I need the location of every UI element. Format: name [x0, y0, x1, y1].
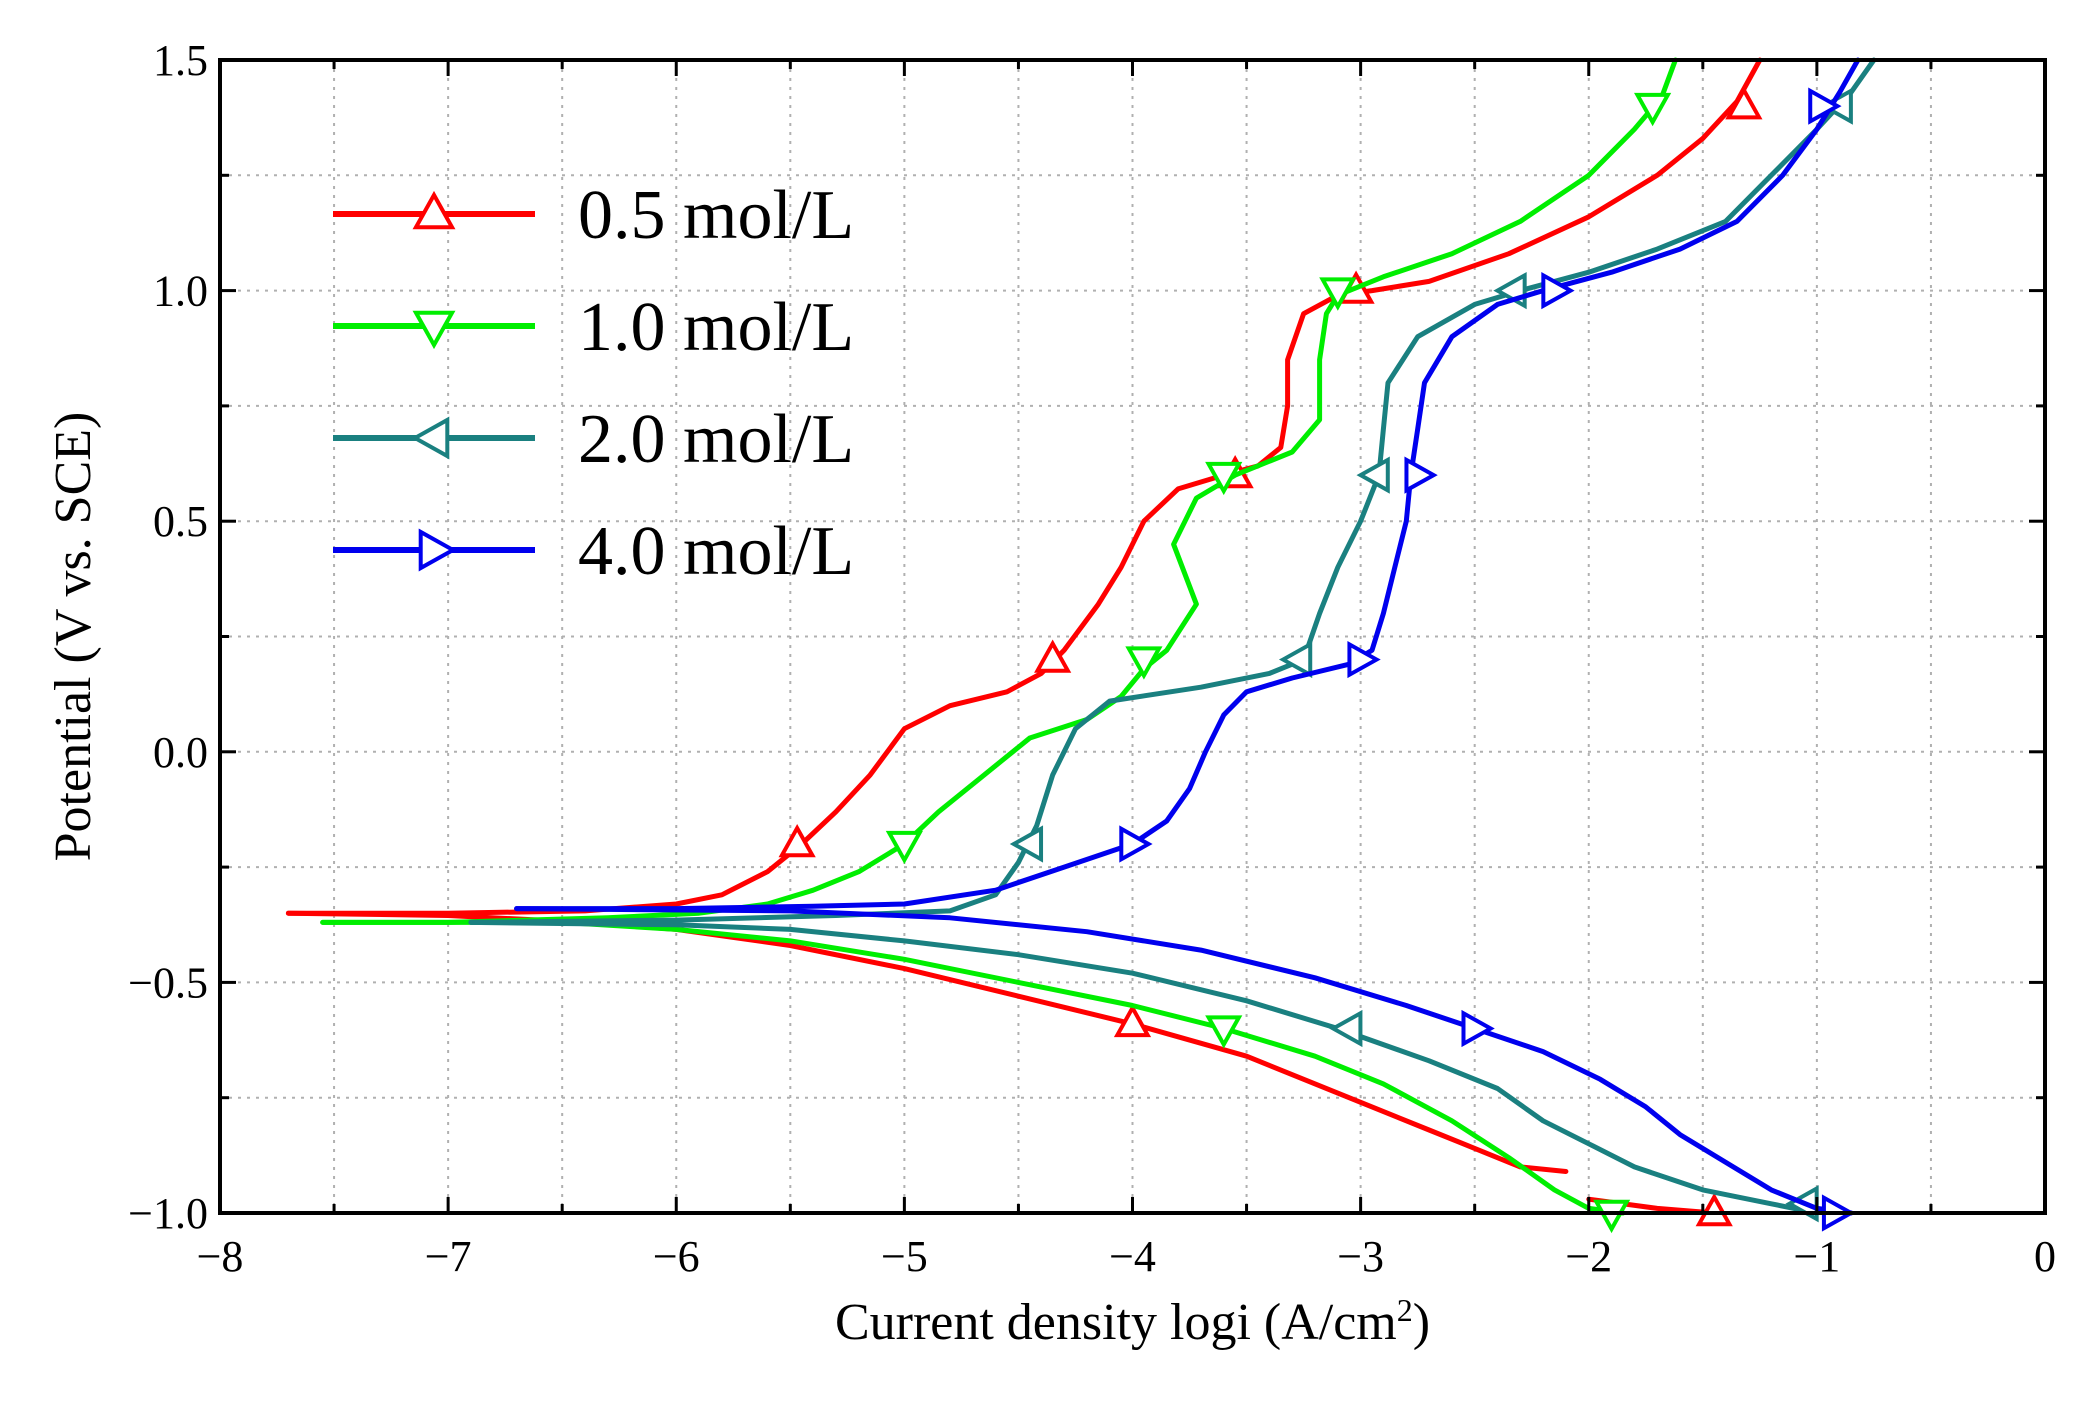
x-tick-label: −7	[425, 1232, 472, 1281]
x-axis-title-end: )	[1413, 1294, 1430, 1351]
series-line-anodic	[514, 57, 1861, 912]
series-line-anodic	[320, 57, 1678, 925]
series-marker	[1347, 640, 1381, 679]
series-layer	[285, 57, 1877, 1234]
series-marker	[1205, 461, 1243, 496]
legend-label: 0.5 mol/L	[578, 177, 854, 254]
series-marker	[1725, 86, 1763, 120]
series-marker	[1461, 1009, 1495, 1048]
legend: 0.5 mol/L 1.0 mol/L 2.0 mol/L 4.0 mol/L	[333, 177, 854, 590]
x-tick-label: −3	[1337, 1232, 1384, 1281]
series-marker	[885, 830, 923, 865]
series-marker	[778, 823, 816, 858]
series-marker	[1541, 271, 1575, 310]
series-line-cathodic	[468, 919, 1820, 1216]
series-marker	[1205, 1015, 1243, 1049]
x-tick-label: 0	[2034, 1232, 2056, 1281]
legend-item: 1.0 mol/L	[333, 289, 854, 366]
legend-item: 4.0 mol/L	[333, 513, 854, 590]
y-axis-title: Potential (V vs. SCE)	[45, 412, 102, 862]
ticks: −8 −7 −6 −5 −4 −3 −2 −1 0 −1.0 −0.5 0.0 0.5 1.0 1.5	[128, 36, 2056, 1281]
series-marker	[1356, 456, 1390, 494]
series-marker	[1329, 1009, 1363, 1048]
series-marker	[1009, 825, 1044, 863]
y-tick-label: −1.0	[128, 1189, 208, 1238]
legend-marker	[418, 528, 458, 572]
legend-marker	[412, 190, 456, 230]
x-tick-label: −2	[1565, 1232, 1612, 1281]
legend-marker	[412, 310, 456, 350]
legend-label: 4.0 mol/L	[578, 513, 854, 590]
legend-label: 1.0 mol/L	[578, 289, 854, 366]
series-marker	[1113, 1003, 1152, 1038]
x-axis-title-main: Current density logi (A/cm	[835, 1294, 1397, 1351]
x-axis-title: Current density logi (A/cm2)	[835, 1292, 1430, 1351]
legend-item: 2.0 mol/L	[333, 401, 854, 478]
y-tick-label: 1.5	[153, 36, 208, 85]
series-line-anodic	[468, 57, 1877, 925]
y-tick-label: 0.5	[153, 497, 208, 546]
series-marker	[1808, 87, 1842, 125]
x-tick-label: −5	[881, 1232, 928, 1281]
series-marker	[1119, 825, 1153, 863]
series-marker	[1634, 92, 1672, 127]
y-tick-label: 0.0	[153, 728, 208, 777]
series-line-cathodic	[514, 906, 1854, 1216]
series-marker	[1125, 646, 1163, 680]
y-tick-label: −0.5	[128, 958, 208, 1007]
x-tick-label: −8	[197, 1232, 244, 1281]
legend-item: 0.5 mol/L	[333, 177, 854, 254]
y-tick-label: 1.0	[153, 267, 208, 316]
series-line-anodic	[285, 57, 1763, 916]
grid	[220, 60, 2045, 1213]
series-marker	[1404, 456, 1438, 494]
series-line-cathodic	[320, 919, 1626, 1216]
series-marker	[1592, 1199, 1631, 1234]
legend-marker	[410, 416, 450, 460]
legend-label: 2.0 mol/L	[578, 401, 854, 478]
x-tick-label: −4	[1109, 1232, 1156, 1281]
series-marker	[1278, 640, 1313, 679]
series-marker	[1319, 277, 1357, 311]
x-tick-label: −6	[653, 1232, 700, 1281]
series-1	[320, 57, 1678, 1234]
x-tick-label: −1	[1793, 1232, 1840, 1281]
series-marker	[1034, 639, 1072, 673]
series-2	[468, 57, 1877, 1223]
x-axis-title-superscript: 2	[1397, 1292, 1413, 1328]
series-marker	[1695, 1192, 1733, 1227]
